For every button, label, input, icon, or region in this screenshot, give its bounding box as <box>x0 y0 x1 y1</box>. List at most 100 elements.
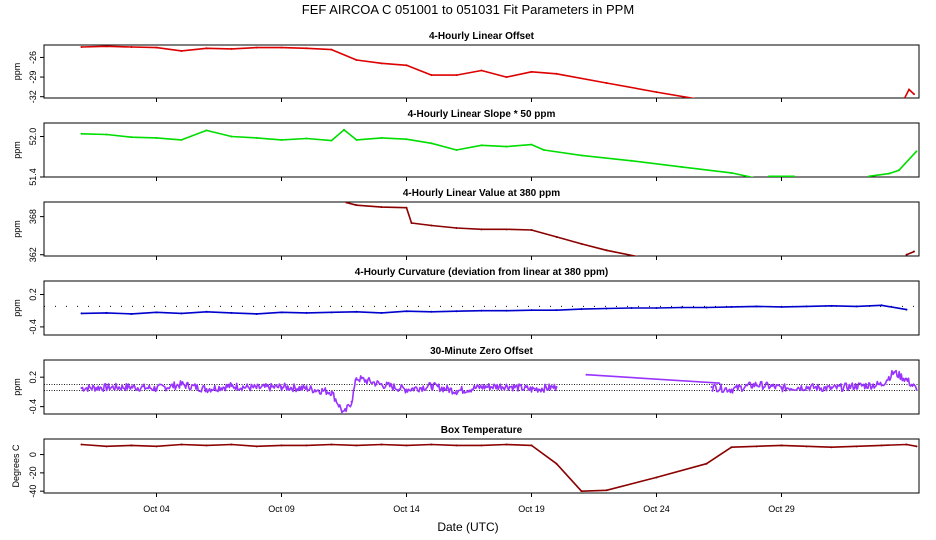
data-point <box>888 172 890 175</box>
data-point <box>205 129 208 132</box>
plot-area <box>80 443 918 493</box>
data-point <box>280 311 283 314</box>
data-point <box>405 310 408 313</box>
data-point <box>280 444 283 447</box>
x-tick-label: Oct 04 <box>143 504 170 514</box>
data-point <box>880 304 883 307</box>
data-point <box>730 305 733 308</box>
main-title: FEF AIRCOA C 051001 to 051031 Fit Parame… <box>302 2 634 17</box>
data-point <box>105 445 108 448</box>
data-point <box>205 444 208 447</box>
data-point <box>305 137 308 140</box>
data-point <box>430 385 433 388</box>
series-line <box>81 45 696 98</box>
y-tick-label: -0.4 <box>28 399 38 415</box>
data-point <box>830 446 833 449</box>
data-point <box>555 462 558 465</box>
data-point <box>505 76 508 79</box>
data-point <box>905 378 908 381</box>
data-point <box>180 312 183 315</box>
data-point <box>105 386 108 389</box>
data-point <box>355 444 358 447</box>
data-point <box>530 309 533 312</box>
data-point <box>330 311 333 314</box>
data-point <box>505 145 508 148</box>
data-point <box>855 385 858 388</box>
data-point <box>255 445 258 448</box>
data-point <box>430 74 433 77</box>
data-point <box>643 257 645 259</box>
y-axis-label: ppm <box>12 63 22 81</box>
data-point <box>230 311 233 314</box>
data-point <box>530 444 533 447</box>
data-point <box>430 443 433 446</box>
data-point <box>380 311 383 314</box>
data-point <box>105 311 108 314</box>
data-point <box>880 383 883 386</box>
data-point <box>430 310 433 313</box>
data-point <box>655 307 658 309</box>
data-point <box>80 132 83 135</box>
data-point <box>630 159 633 162</box>
data-point <box>555 386 558 388</box>
data-point <box>530 388 533 391</box>
data-point <box>455 444 458 447</box>
data-point <box>893 371 895 374</box>
y-axis-label: ppm <box>12 141 22 159</box>
data-point <box>305 311 308 314</box>
series-line <box>81 375 558 414</box>
data-point <box>705 306 708 309</box>
data-point <box>130 136 133 139</box>
data-point <box>505 385 508 388</box>
data-point <box>530 143 533 146</box>
data-point <box>380 62 383 65</box>
data-point <box>350 400 353 403</box>
y-tick-label: -0.4 <box>28 319 38 335</box>
plot-area <box>345 202 915 259</box>
data-point <box>755 305 758 308</box>
x-tick-label: Oct 14 <box>393 504 420 514</box>
data-point <box>230 135 233 138</box>
panel-frame <box>43 280 920 336</box>
data-point <box>230 47 233 50</box>
data-point <box>915 150 918 153</box>
series-line <box>81 129 755 177</box>
data-point <box>80 45 83 48</box>
data-point <box>903 98 905 100</box>
data-point <box>705 462 708 465</box>
data-point <box>480 69 483 72</box>
data-point <box>555 235 558 238</box>
data-point <box>605 489 608 492</box>
panel-title: 30-Minute Zero Offset <box>430 346 533 357</box>
data-point <box>855 305 858 308</box>
data-point <box>580 242 583 245</box>
data-point <box>155 311 158 314</box>
data-point <box>630 307 633 309</box>
data-point <box>405 64 408 67</box>
y-tick-label: 52.0 <box>28 128 38 146</box>
data-point <box>530 70 533 73</box>
panel-title: 4-Hourly Linear Value at 380 ppm <box>403 188 560 199</box>
data-point <box>480 144 483 147</box>
data-point <box>793 175 795 177</box>
data-point <box>155 46 158 49</box>
y-axis-label: ppm <box>12 220 22 238</box>
data-point <box>605 249 608 252</box>
data-point <box>430 142 433 145</box>
data-point <box>830 387 833 390</box>
data-point <box>718 382 720 385</box>
data-point <box>305 47 308 50</box>
y-axis-label: Degrees C <box>11 444 21 488</box>
panel-title: Box Temperature <box>441 425 523 436</box>
data-point <box>343 413 345 414</box>
x-axis-label: Date (UTC) <box>437 520 498 534</box>
data-point <box>730 446 733 449</box>
data-point <box>405 206 408 209</box>
data-point <box>505 309 508 312</box>
data-point <box>805 386 808 388</box>
data-point <box>80 386 83 389</box>
data-point <box>130 444 133 447</box>
data-point <box>505 443 508 446</box>
data-point <box>780 386 783 389</box>
data-point <box>155 387 158 390</box>
